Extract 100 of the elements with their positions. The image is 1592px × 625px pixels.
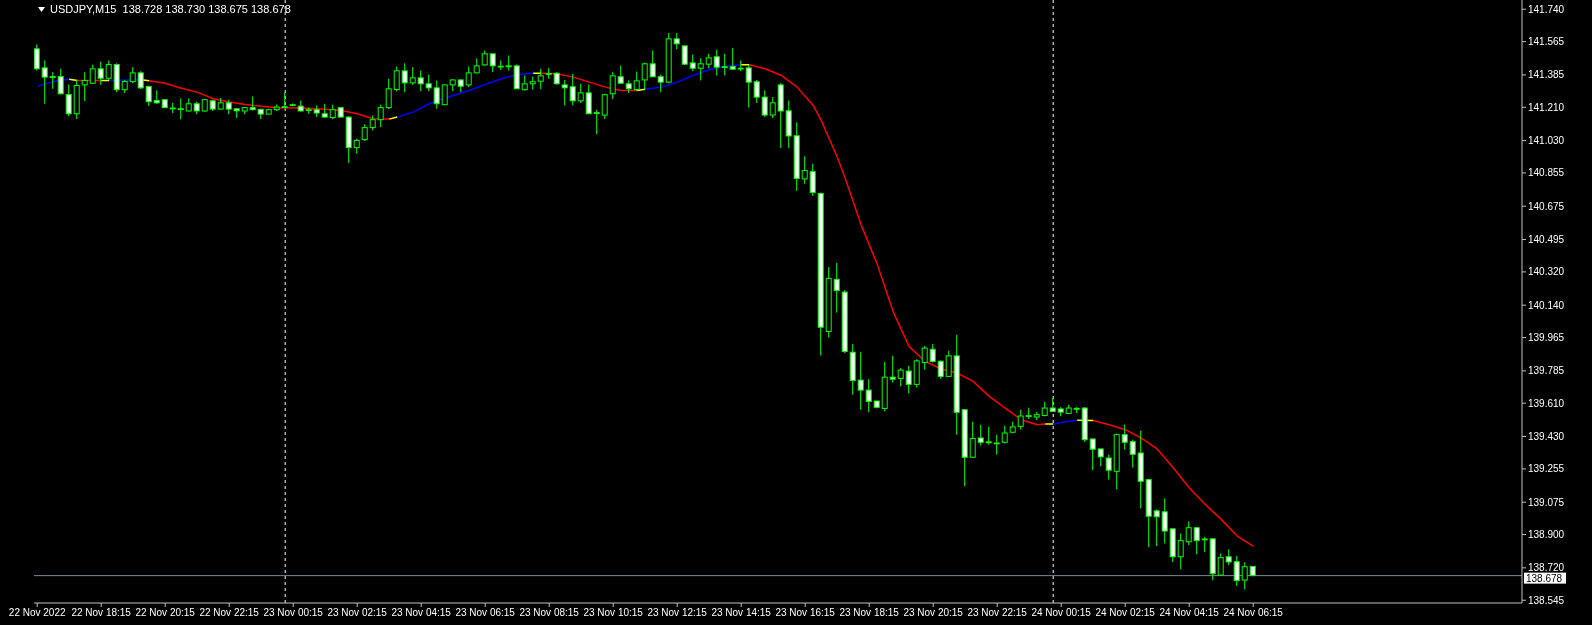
y-tick-label: 139.785 (1528, 365, 1565, 377)
candlestick (649, 50, 656, 78)
candlestick (577, 83, 584, 104)
x-tick-label: 24 Nov 00:15 (1031, 607, 1092, 619)
y-tick-label: 141.210 (1528, 101, 1565, 113)
candlestick (729, 47, 736, 71)
candlestick (905, 365, 912, 394)
y-tick-label: 141.565 (1528, 36, 1565, 48)
x-tick-label: 22 Nov 2022 (8, 607, 66, 619)
candlestick (537, 68, 544, 90)
y-tick-label: 138.545 (1528, 594, 1565, 606)
candlestick (865, 378, 872, 413)
x-tick-label: 22 Nov 20:15 (135, 607, 196, 619)
ref-line-label: 138.678 (1526, 572, 1563, 584)
candlestick (57, 68, 64, 96)
x-tick-label: 23 Nov 02:15 (327, 607, 388, 619)
candlestick (921, 345, 928, 371)
candlestick (753, 79, 760, 104)
candlestick (561, 79, 568, 106)
candlestick (1185, 520, 1192, 546)
candlestick (641, 62, 648, 91)
candlestick (721, 53, 728, 76)
candlestick (401, 62, 408, 93)
candlestick (1017, 409, 1024, 431)
x-tick-label: 23 Nov 20:15 (903, 607, 964, 619)
candlestick (593, 109, 600, 135)
y-tick-label: 140.495 (1528, 234, 1565, 246)
candlestick (105, 59, 112, 81)
candlestick (465, 66, 472, 88)
x-tick-label: 23 Nov 04:15 (391, 607, 452, 619)
y-tick-label: 140.675 (1528, 200, 1565, 212)
candlestick (393, 66, 400, 92)
candlestick (601, 93, 608, 120)
candlestick (433, 79, 440, 110)
candlestick (857, 351, 864, 411)
candlestick (177, 97, 184, 120)
candlestick (1193, 527, 1200, 555)
candlestick (897, 367, 904, 387)
y-tick-label: 138.900 (1528, 529, 1565, 541)
candlestick (769, 96, 776, 119)
candlestick (81, 71, 88, 102)
y-tick-label: 139.255 (1528, 463, 1565, 475)
x-tick-label: 24 Nov 04:15 (1159, 607, 1220, 619)
y-tick-label: 141.740 (1528, 3, 1565, 15)
candlestick (801, 155, 808, 185)
candlestick (569, 73, 576, 106)
x-tick-label: 23 Nov 22:15 (967, 607, 1028, 619)
x-tick-label: 23 Nov 10:15 (583, 607, 644, 619)
candlestick (889, 355, 896, 384)
candlestick (993, 434, 1000, 456)
candlestick (65, 84, 72, 117)
x-tick-label: 22 Nov 18:15 (71, 607, 132, 619)
y-tick-label: 141.030 (1528, 135, 1565, 147)
candlestick (585, 84, 592, 115)
candlestick (745, 64, 752, 109)
candlestick (1121, 424, 1128, 451)
x-tick-label: 23 Nov 08:15 (519, 607, 580, 619)
y-tick-label: 138.720 (1528, 562, 1565, 574)
candlestick (977, 424, 984, 447)
candlestick (1233, 555, 1240, 587)
candlestick (833, 262, 840, 314)
candlestick (385, 78, 392, 110)
y-tick-label: 139.430 (1528, 431, 1565, 443)
candlestick (1177, 532, 1184, 570)
candlestick (489, 53, 496, 73)
x-tick-label: 23 Nov 14:15 (711, 607, 772, 619)
y-tick-label: 140.320 (1528, 266, 1565, 278)
y-tick-label: 139.610 (1528, 397, 1565, 409)
candlestick (809, 163, 816, 197)
candlestick (1161, 497, 1168, 544)
x-tick-label: 23 Nov 12:15 (647, 607, 708, 619)
chart-title: USDJPY,M15 138.728 138.730 138.675 138.678 (50, 3, 291, 15)
candlestick (697, 57, 704, 81)
candlestick (617, 64, 624, 85)
candlestick (633, 71, 640, 92)
y-tick-label: 139.965 (1528, 332, 1565, 344)
candlestick (89, 64, 96, 85)
candlestick (1241, 561, 1248, 590)
x-tick-label: 22 Nov 22:15 (199, 607, 260, 619)
candlestick (417, 69, 424, 92)
y-tick-label: 141.385 (1528, 69, 1565, 81)
x-tick-label: 23 Nov 16:15 (775, 607, 836, 619)
x-tick-label: 24 Nov 02:15 (1095, 607, 1156, 619)
x-tick-label: 23 Nov 18:15 (839, 607, 900, 619)
candlestick (97, 61, 104, 86)
candlestick (1105, 454, 1112, 481)
candlestick (41, 59, 48, 105)
candlestick (609, 71, 616, 100)
candlestick (34, 44, 40, 71)
candlestick (713, 49, 720, 76)
candlestick (761, 89, 768, 118)
candlestick (1153, 508, 1160, 547)
x-tick-label: 23 Nov 06:15 (455, 607, 516, 619)
candlestick (913, 358, 920, 389)
candlestick (969, 421, 976, 459)
y-tick-label: 139.075 (1528, 496, 1565, 508)
candlestick (1089, 438, 1096, 471)
y-tick-label: 140.855 (1528, 167, 1565, 179)
candlestick (1129, 439, 1136, 469)
y-tick-label: 140.140 (1528, 299, 1565, 311)
